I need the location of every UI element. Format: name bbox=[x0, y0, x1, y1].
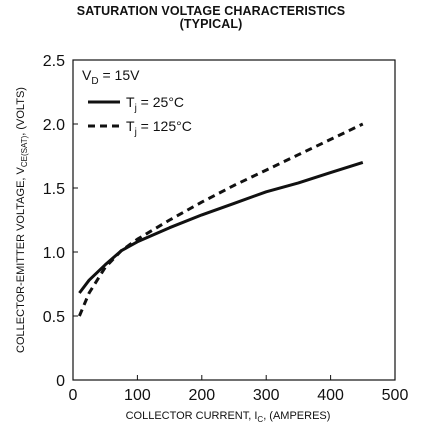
chart-subtitle: (TYPICAL) bbox=[179, 17, 243, 31]
y-tick-label: 0 bbox=[56, 373, 65, 390]
legend-label-125c-sub: j bbox=[134, 127, 137, 138]
y-tick-label: 2.5 bbox=[43, 53, 65, 70]
ticks: 0 100 200 300 400 500 0 0.5 1.0 1.5 2.0 2.5 bbox=[43, 53, 409, 404]
legend-condition: VD = 15V bbox=[82, 67, 140, 87]
y-tick-label: 1.0 bbox=[43, 245, 65, 262]
y-axis-label: COLLECTOR-EMITTER VOLTAGE, VCE(SAT), (VO… bbox=[15, 87, 29, 353]
y-axis-label-sub: CE(SAT) bbox=[20, 135, 29, 167]
x-tick-label: 400 bbox=[317, 387, 344, 404]
legend-condition-main: V bbox=[82, 67, 92, 83]
y-tick-label: 0.5 bbox=[43, 309, 65, 326]
y-axis-label-tail: , (VOLTS) bbox=[15, 87, 27, 136]
legend: VD = 15V Tj = 25°C Tj = 125°C bbox=[82, 67, 192, 138]
plot-frame bbox=[72, 59, 396, 381]
legend-label-25c-main: T bbox=[126, 94, 135, 110]
series bbox=[78, 122, 364, 317]
legend-label-25c-sub: j bbox=[134, 103, 137, 114]
legend-label-25c: Tj = 25°C bbox=[126, 94, 184, 114]
x-tick-label: 100 bbox=[124, 387, 151, 404]
series-line-125c bbox=[78, 122, 364, 317]
legend-label-125c: Tj = 125°C bbox=[126, 118, 192, 138]
x-tick-label: 0 bbox=[69, 387, 78, 404]
y-tick-label: 1.5 bbox=[43, 181, 65, 198]
x-tick-label: 200 bbox=[188, 387, 215, 404]
series-line-25c bbox=[78, 160, 364, 294]
chart-title-block: SATURATION VOLTAGE CHARACTERISTICS (TYPI… bbox=[0, 5, 422, 31]
chart-title: SATURATION VOLTAGE CHARACTERISTICS bbox=[76, 4, 346, 18]
x-axis-label: COLLECTOR CURRENT, IC, (AMPERES) bbox=[126, 410, 331, 424]
x-tick-label: 500 bbox=[382, 387, 409, 404]
x-axis-label-sub: C bbox=[257, 415, 263, 424]
x-axis-label-tail: , (AMPERES) bbox=[263, 410, 330, 422]
y-tick-label: 2.0 bbox=[43, 117, 65, 134]
legend-condition-tail: = 15V bbox=[99, 67, 141, 83]
legend-label-125c-main: T bbox=[126, 118, 135, 134]
legend-condition-sub: D bbox=[91, 76, 98, 87]
x-axis-label-main: COLLECTOR CURRENT, I bbox=[126, 410, 258, 422]
y-axis-label-main: COLLECTOR-EMITTER VOLTAGE, V bbox=[15, 166, 27, 352]
x-tick-label: 300 bbox=[253, 387, 280, 404]
legend-label-25c-tail: = 25°C bbox=[137, 94, 184, 110]
legend-label-125c-tail: = 125°C bbox=[137, 118, 192, 134]
